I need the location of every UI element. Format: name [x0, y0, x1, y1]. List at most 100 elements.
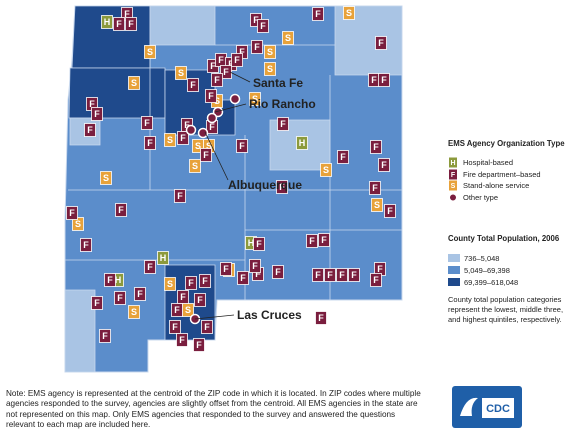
- marker-letter: F: [177, 191, 183, 201]
- marker-letter: F: [128, 19, 134, 29]
- legend-marker: [449, 157, 457, 168]
- legend-symbol-letter: S: [451, 183, 456, 190]
- marker-letter: F: [239, 47, 245, 57]
- marker-letter: F: [102, 331, 108, 341]
- marker-letter: F: [309, 236, 315, 246]
- population-note: County total population categories repre…: [448, 295, 564, 324]
- agency-marker: [125, 17, 137, 31]
- marker-letter: F: [89, 99, 95, 109]
- agency-marker: [101, 15, 113, 29]
- agency-marker: [164, 277, 176, 291]
- legend-marker: [449, 193, 457, 202]
- marker-letter: F: [180, 133, 186, 143]
- population-legend: 736–5,048 5,049–69,398 69,399–618,048: [448, 252, 518, 288]
- agency-marker: [375, 36, 387, 50]
- agency-marker: [312, 268, 324, 282]
- agency-marker: [257, 19, 269, 33]
- marker-letter: F: [321, 235, 327, 245]
- agency-marker: [276, 180, 288, 194]
- legend-title: EMS Agency Organization Type: [448, 139, 565, 148]
- legend-symbol: H: [449, 157, 457, 168]
- agency-marker: [185, 276, 197, 290]
- legend-label: Fire department–based: [463, 169, 541, 179]
- agency-marker: [264, 45, 276, 59]
- agency-marker: [306, 234, 318, 248]
- agency-marker: [189, 159, 201, 173]
- marker-letter: F: [203, 150, 209, 160]
- marker-letter: F: [254, 42, 260, 52]
- city-label: Santa Fe: [253, 76, 303, 90]
- agency-marker: [320, 163, 332, 177]
- agency-marker: [134, 287, 146, 301]
- marker-letter: F: [381, 75, 387, 85]
- agency-marker: [91, 296, 103, 310]
- leader-line: [204, 131, 229, 181]
- agency-marker: [205, 89, 217, 103]
- agency-marker: [264, 62, 276, 76]
- agency-marker: [157, 251, 169, 265]
- logo-box: [482, 398, 514, 418]
- marker-letter: S: [252, 94, 258, 104]
- marker-letter: S: [195, 141, 201, 151]
- logo-eagle: [460, 397, 478, 416]
- marker-letter: H: [299, 138, 306, 148]
- marker-letter: F: [117, 293, 123, 303]
- county: [68, 67, 166, 119]
- agency-marker: [336, 268, 348, 282]
- marker-letter: F: [124, 9, 130, 19]
- legend-marker: [449, 180, 457, 191]
- marker-letter: S: [147, 47, 153, 57]
- marker-letter: S: [167, 135, 173, 145]
- county: [64, 289, 96, 373]
- legend-item: 5,049–69,398: [448, 264, 518, 276]
- agency-marker: [175, 66, 187, 80]
- marker-letter: F: [180, 292, 186, 302]
- marker-letter: S: [185, 305, 191, 315]
- marker-letter: F: [184, 120, 190, 130]
- city-leaders: [194, 71, 251, 320]
- marker-letter: F: [94, 109, 100, 119]
- marker-letter: S: [206, 141, 212, 151]
- markers: HHHHHSSSSSSSSSSSSSSSSSSSSSFFFFFFFFFFFFFF…: [66, 6, 396, 352]
- legend-item: H Hospital-based: [448, 157, 541, 169]
- agency-marker: [370, 273, 382, 287]
- agency-marker: [206, 112, 218, 124]
- marker-letter: F: [371, 75, 377, 85]
- marker-letter: F: [144, 118, 150, 128]
- agency-marker: [211, 73, 223, 87]
- marker-letter: F: [94, 298, 100, 308]
- agency-marker: [174, 189, 186, 203]
- agency-marker: [187, 78, 199, 92]
- agency-marker: [296, 136, 308, 150]
- agency-marker: [194, 293, 206, 307]
- marker-letter: F: [255, 269, 261, 279]
- agency-marker: [91, 107, 103, 121]
- county: [149, 5, 216, 46]
- marker-letter: H: [248, 238, 255, 248]
- agency-marker: [249, 92, 261, 106]
- agency-marker: [370, 140, 382, 154]
- marker-letter: F: [315, 9, 321, 19]
- agency-marker: [128, 305, 140, 319]
- marker-letter: S: [374, 200, 380, 210]
- marker-letter: S: [214, 96, 220, 106]
- agency-marker: [144, 136, 156, 150]
- agency-marker: [251, 40, 263, 54]
- marker-letter: F: [373, 142, 379, 152]
- marker-letter: S: [103, 173, 109, 183]
- agency-marker: [220, 65, 232, 79]
- agency-legend: H Hospital-based F Fire department–based S St…: [448, 157, 541, 203]
- legend-label: 69,399–618,048: [464, 277, 519, 287]
- agency-marker: [176, 333, 188, 347]
- leader-line: [229, 71, 251, 83]
- agency-marker: [99, 329, 111, 343]
- marker-letter: F: [196, 340, 202, 350]
- marker-letter: F: [190, 80, 196, 90]
- agency-marker: [348, 268, 360, 282]
- marker-letter: F: [340, 152, 346, 162]
- legend-label: Other type: [463, 192, 499, 202]
- marker-letter: H: [115, 275, 122, 285]
- marker-letter: S: [267, 47, 273, 57]
- agency-marker: [193, 338, 205, 352]
